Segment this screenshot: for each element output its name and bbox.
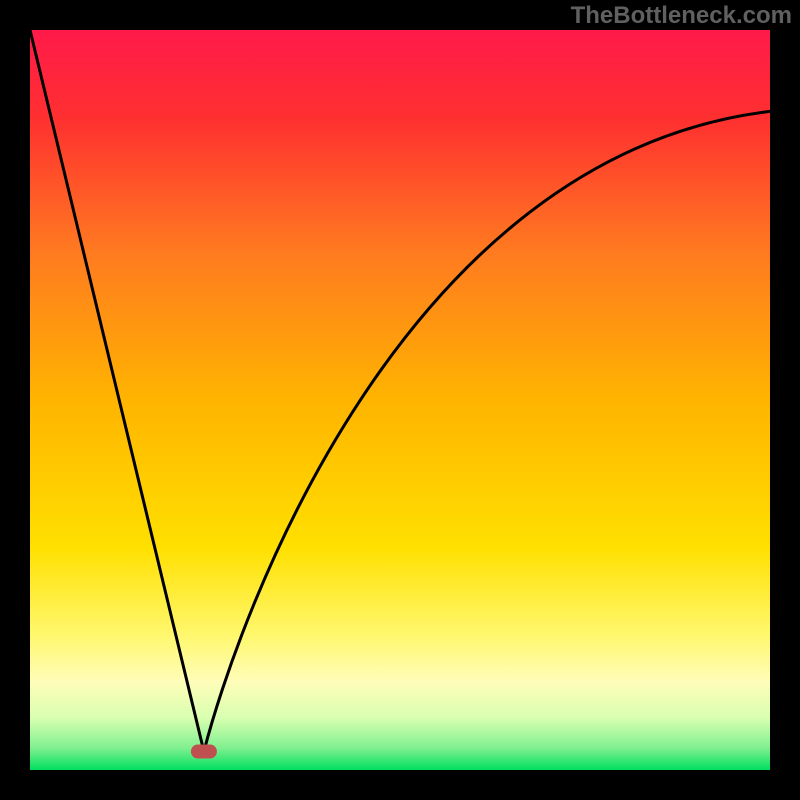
minimum-marker: [191, 745, 217, 759]
chart-container: { "meta": { "watermark": "TheBottleneck.…: [0, 0, 800, 800]
chart-plot-area: [30, 30, 770, 770]
watermark-text: TheBottleneck.com: [571, 2, 792, 30]
bottleneck-chart: [0, 0, 800, 800]
